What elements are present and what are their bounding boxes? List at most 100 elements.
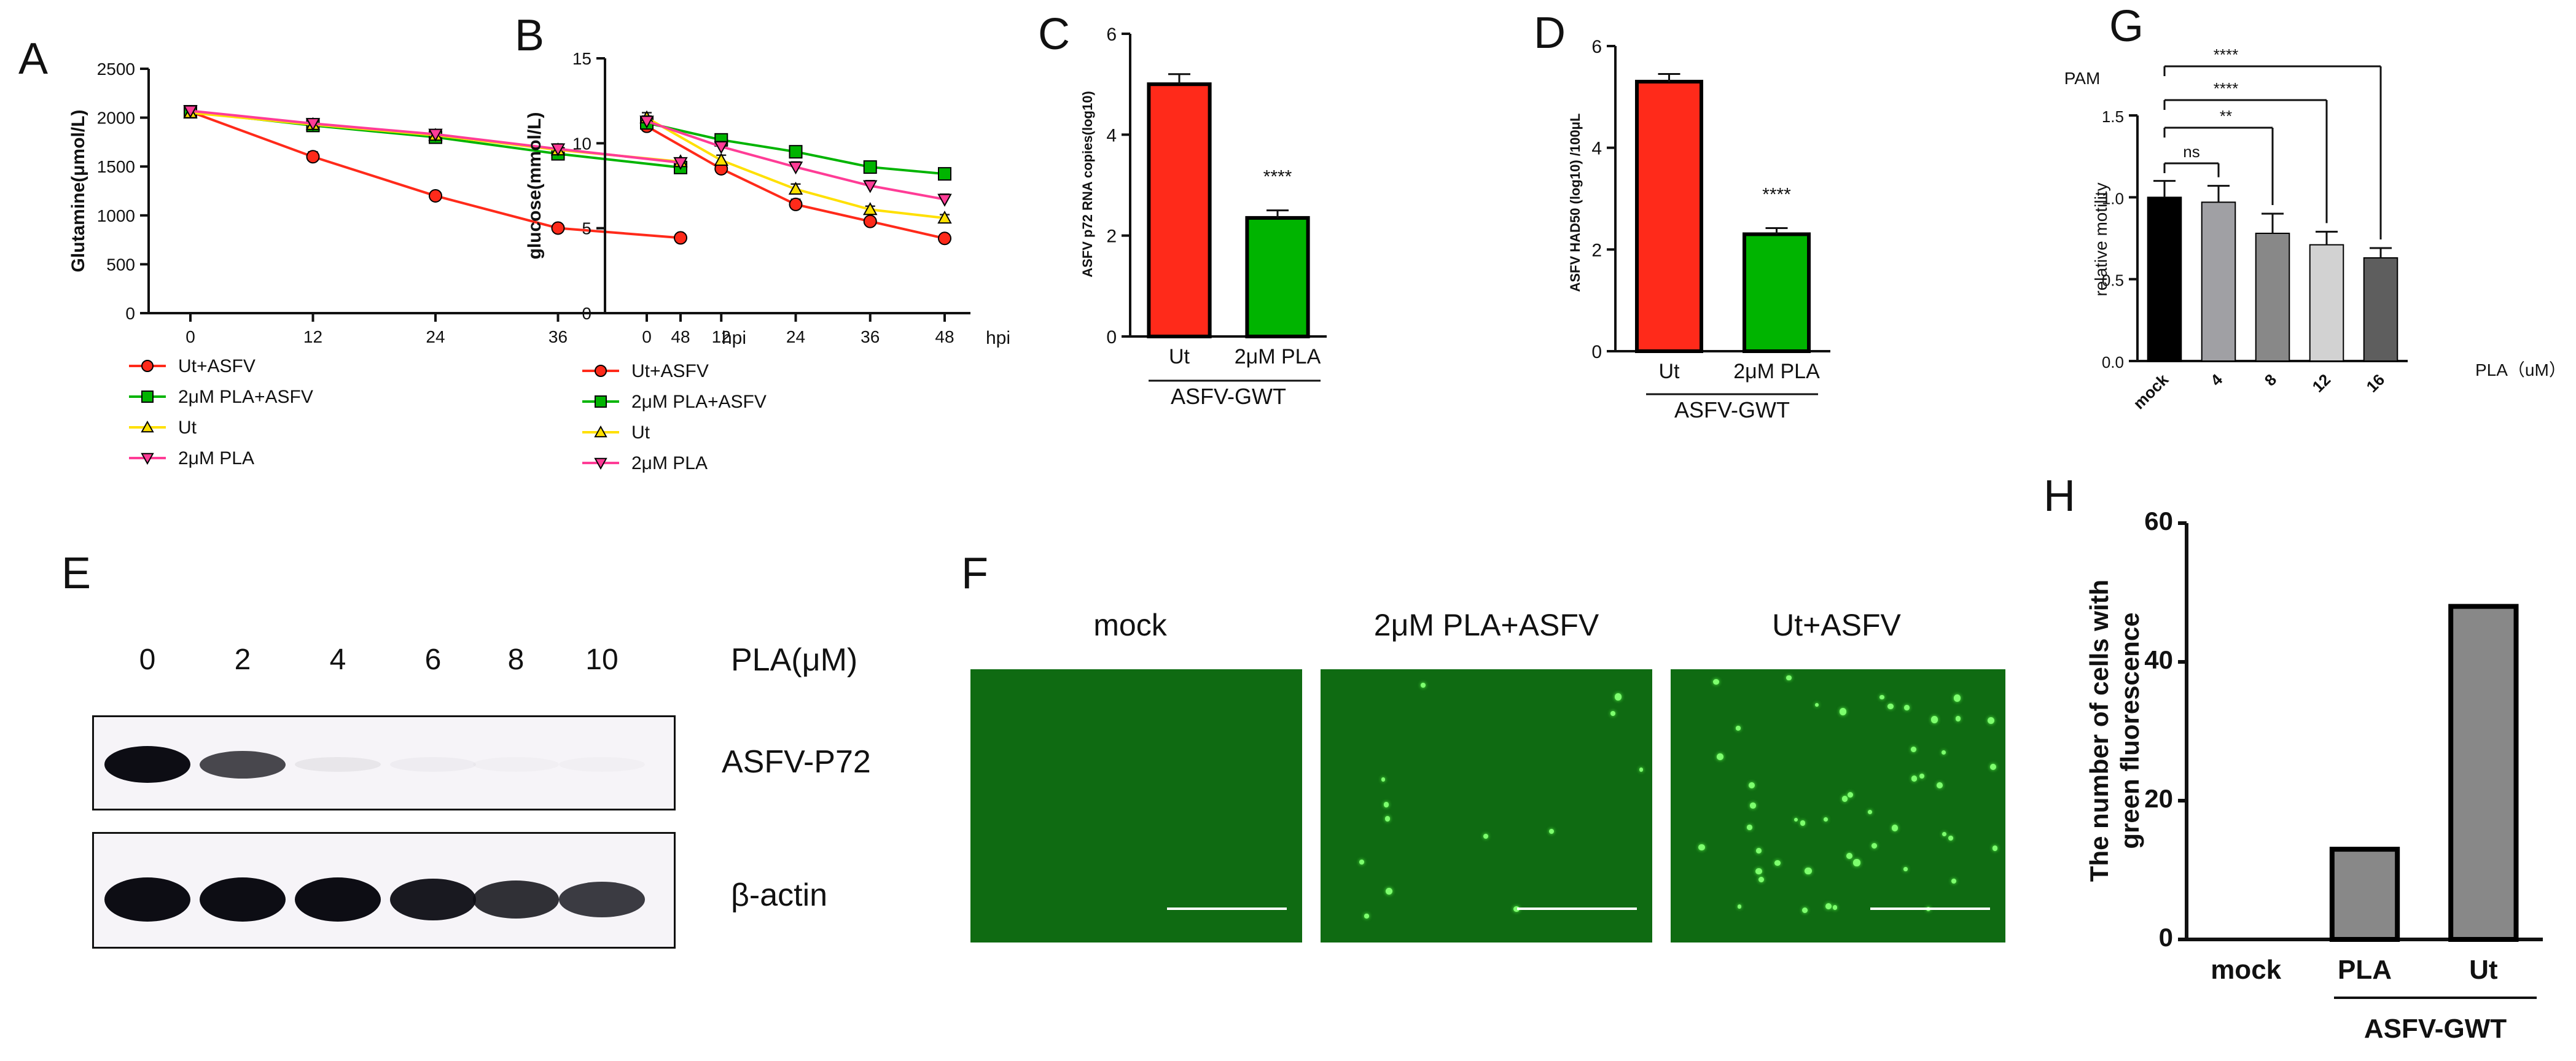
panel-letter-G: G (2109, 2, 2144, 51)
fluorescent-cell (1955, 716, 1961, 721)
bar-2μM PLA (1743, 232, 1811, 353)
fluorescent-cell (1868, 810, 1872, 815)
fluorescent-cell (1942, 831, 1947, 837)
group-label: ASFV-GWT (1674, 397, 1790, 422)
legend-label: 2μM PLA+ASFV (178, 387, 313, 407)
fluorescent-cell (1823, 817, 1829, 822)
y-tick-label: 0.5 (2102, 271, 2124, 290)
fluorescent-cell (1615, 693, 1622, 701)
fluorescent-cell (1903, 704, 1910, 710)
fluorescent-cell (1713, 679, 1719, 685)
y-tick-label: 1.5 (2102, 107, 2124, 126)
panel-letter-E: E (61, 549, 91, 598)
y-tick-label: 15 (572, 49, 591, 68)
significance-label: ** (2220, 107, 2232, 125)
data-point (863, 202, 878, 216)
x-tick-label: 36 (548, 327, 568, 346)
y-tick-label: 1000 (97, 206, 135, 225)
fluorescent-cell (1872, 842, 1878, 849)
data-point (141, 391, 154, 403)
bar-mock (2147, 196, 2182, 362)
x-tick-label: 24 (786, 327, 805, 346)
significance-label: **** (1762, 185, 1791, 205)
lane-label: 8 (508, 643, 525, 676)
blot-band (473, 880, 559, 919)
data-point (937, 193, 952, 207)
group-label: ASFV-GWT (1171, 384, 1286, 409)
y-axis-label: ASFV p72 RNA copies(log10) (1080, 91, 1095, 278)
x-tick-label: 0 (185, 327, 195, 346)
blot-band (200, 750, 286, 779)
lane-label: 6 (425, 643, 442, 676)
data-point (595, 365, 607, 377)
data-point (938, 167, 951, 181)
data-point (594, 457, 607, 470)
bar-Ut (2448, 604, 2519, 942)
data-point (674, 231, 687, 245)
legend-label: 2μM PLA (178, 448, 254, 468)
blot-row-label: β-actin (731, 877, 827, 913)
data-point (938, 231, 951, 246)
fluorescent-cell (1610, 710, 1616, 717)
x-axis-label: hpi (986, 328, 1010, 348)
data-point (141, 453, 154, 465)
y-axis-label: ASFV HAD50 (log10) /100μL (1567, 114, 1583, 292)
fluorescent-cell (1948, 836, 1953, 841)
fluorescent-cell (1421, 683, 1426, 688)
y-tick-label: 60 (2144, 507, 2173, 535)
fluorescent-cell (1936, 782, 1943, 789)
y-tick-label: 10 (572, 134, 591, 153)
image-label: 2μM PLA+ASFV (1374, 608, 1599, 642)
y-tick-label: 1500 (97, 157, 135, 176)
legend-label: 2μM PLA (631, 453, 708, 473)
panel-letter-B: B (515, 11, 544, 60)
fluorescent-cell (1910, 746, 1917, 753)
blot-band (104, 746, 190, 783)
x-tick-label: 4 (2207, 370, 2227, 390)
data-point (863, 160, 877, 174)
blot-band (295, 877, 381, 922)
y-tick-label: 20 (2144, 784, 2173, 813)
x-axis-label: hpi (722, 328, 746, 348)
x-tick-label: 2μM PLA (1733, 360, 1820, 383)
y-tick-label: 5 (582, 219, 591, 238)
y-tick-label: 40 (2144, 645, 2173, 674)
fluorescent-cell (1548, 829, 1554, 834)
y-tick-label: 0 (2159, 923, 2173, 952)
data-point (550, 143, 566, 157)
fluorescent-cell (1805, 868, 1812, 875)
fluorescent-cell (1825, 903, 1832, 910)
data-point (429, 188, 442, 203)
fluorescent-cell (1359, 859, 1364, 865)
group-label: ASFV-GWT (2364, 1014, 2507, 1044)
fluorescent-cell (1802, 907, 1808, 914)
fluorescent-cell (1919, 774, 1924, 779)
significance-label: **** (1263, 167, 1292, 187)
data-point (788, 181, 803, 195)
data-point (789, 197, 803, 211)
fluorescent-cell (1833, 905, 1838, 910)
fluorescent-cell (1756, 848, 1762, 854)
fluorescent-cell (1892, 825, 1899, 831)
x-tick-label: Ut (1169, 345, 1190, 368)
legend-label: Ut (178, 418, 197, 438)
fluorescent-cell (1639, 768, 1644, 772)
legend-label: 2μM PLA+ASFV (631, 392, 767, 412)
x-tick-label: mock (2129, 370, 2172, 413)
data-point (595, 395, 607, 408)
y-tick-label: 4 (1106, 125, 1117, 146)
fluorescent-cell (1853, 859, 1860, 866)
bar-8 (2255, 233, 2290, 362)
fluorescent-cell (1911, 775, 1918, 782)
fluorescent-cell (1992, 845, 1998, 851)
lane-label: 0 (139, 643, 156, 676)
blot-row-label: ASFV-P72 (722, 744, 871, 780)
y-tick-label: 2500 (97, 60, 135, 79)
fluorescence-image-ut (1671, 669, 2005, 942)
data-point (863, 214, 877, 228)
y-tick-label: 0 (1106, 327, 1117, 348)
blot-band (390, 878, 476, 921)
data-point (673, 157, 688, 170)
data-point (714, 141, 728, 154)
fluorescent-cell (1951, 878, 1957, 884)
